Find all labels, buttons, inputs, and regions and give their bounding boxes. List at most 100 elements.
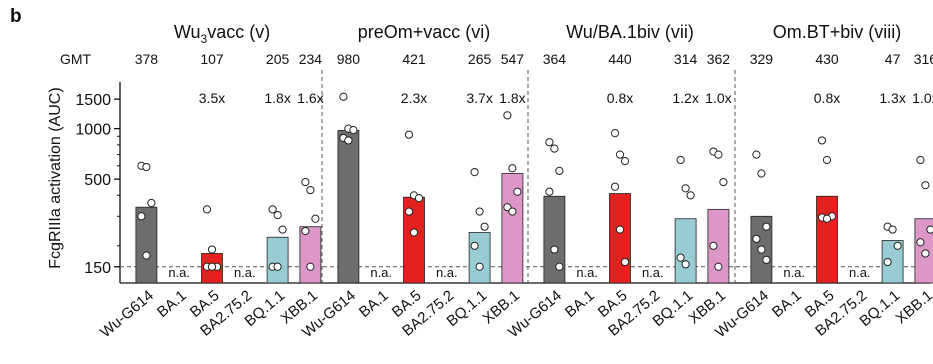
gmt-value: 378 xyxy=(135,51,159,67)
data-point xyxy=(752,150,761,159)
data-point xyxy=(676,155,685,165)
x-tick-label: BA.1 xyxy=(356,287,392,321)
gmt-value: 265 xyxy=(468,51,492,67)
fold-change: 0.8x xyxy=(814,90,840,106)
data-point xyxy=(610,182,620,191)
data-point xyxy=(888,225,897,234)
data-point xyxy=(620,257,630,267)
data-point xyxy=(470,241,479,250)
data-point xyxy=(719,177,728,187)
fold-change: 2.3x xyxy=(401,90,427,106)
data-point xyxy=(757,245,766,254)
data-point xyxy=(762,222,771,231)
data-point xyxy=(202,205,212,214)
data-point xyxy=(207,262,217,271)
data-point xyxy=(893,241,902,250)
y-axis-label: FcgRIIIa activation (AUC) xyxy=(47,87,64,268)
data-point xyxy=(926,225,933,234)
data-point xyxy=(273,262,282,271)
data-point xyxy=(545,187,554,196)
gmt-value: 314 xyxy=(674,51,698,67)
bar-ba5 xyxy=(609,193,631,284)
data-point xyxy=(147,198,156,208)
data-point xyxy=(268,205,277,214)
data-point xyxy=(503,203,512,212)
data-point xyxy=(278,225,287,234)
data-point xyxy=(339,92,348,101)
data-point xyxy=(620,157,630,166)
fold-change: 1.8x xyxy=(499,90,525,106)
group-title: Wu/BA.1biv (vii) xyxy=(566,22,694,42)
data-point xyxy=(686,191,695,200)
y-tick-label: 150 xyxy=(84,260,111,277)
gmt-value: 362 xyxy=(707,51,731,67)
gmt-value: 980 xyxy=(337,51,361,67)
data-point xyxy=(306,185,315,195)
na-label: n.a. xyxy=(576,265,598,280)
fold-change: 1.2x xyxy=(672,90,698,106)
data-point xyxy=(311,214,320,223)
fold-change: 3.7x xyxy=(466,90,492,106)
data-point xyxy=(349,125,358,135)
data-point xyxy=(615,225,625,234)
y-tick-label: 1500 xyxy=(75,92,111,109)
data-point xyxy=(142,162,151,172)
gmt-value: 107 xyxy=(200,51,224,67)
x-tick-label: BA.1 xyxy=(562,287,598,321)
data-point xyxy=(273,210,282,220)
data-point xyxy=(301,226,310,236)
fold-change: 1.8x xyxy=(264,90,290,106)
data-point xyxy=(550,144,559,153)
data-point xyxy=(916,238,925,247)
gmt-value: 47 xyxy=(885,51,901,67)
data-point xyxy=(306,262,315,271)
gmt-value: 364 xyxy=(543,51,567,67)
na-label: n.a. xyxy=(783,265,805,280)
group-title: Om.BT+biv (viii) xyxy=(773,22,902,42)
gmt-value: 547 xyxy=(501,51,525,67)
gmt-value: 316 xyxy=(914,51,933,67)
data-point xyxy=(409,228,419,237)
y-tick-label: 1000 xyxy=(75,122,111,139)
bar-bq11 xyxy=(266,236,289,284)
na-label: n.a. xyxy=(436,265,458,280)
data-point xyxy=(817,136,827,145)
na-label: n.a. xyxy=(234,265,256,280)
na-label: n.a. xyxy=(168,265,190,280)
data-point xyxy=(714,262,723,271)
y-tick-label: 500 xyxy=(84,172,111,189)
data-point xyxy=(508,207,517,216)
data-point xyxy=(475,262,484,271)
data-point xyxy=(681,184,690,193)
gmt-value: 421 xyxy=(402,51,426,67)
data-point xyxy=(508,164,517,173)
gmt-value: 205 xyxy=(266,51,290,67)
fold-change: 1.3x xyxy=(879,90,905,106)
data-point xyxy=(404,207,414,216)
data-point xyxy=(883,257,892,267)
bar-wu-g614 xyxy=(543,195,566,284)
data-point xyxy=(414,194,424,203)
gmt-value: 329 xyxy=(750,51,774,67)
data-point xyxy=(301,177,310,187)
data-point xyxy=(921,249,930,258)
data-point xyxy=(470,168,479,177)
data-point xyxy=(610,129,620,138)
group-title: Wu3vacc (v) xyxy=(174,22,270,46)
data-point xyxy=(207,245,217,254)
bar-bq11 xyxy=(468,232,491,284)
bar-ba5 xyxy=(816,195,838,284)
fold-change: 1.0x xyxy=(705,90,731,106)
na-label: n.a. xyxy=(849,265,871,280)
data-point xyxy=(555,262,564,271)
data-point xyxy=(480,222,489,231)
gmt-value: 234 xyxy=(299,51,323,67)
bar-xbb1 xyxy=(501,173,524,284)
gmt-value: 430 xyxy=(815,51,839,67)
bar-bq11 xyxy=(674,218,697,284)
plot-area: 150 500 1000 1500 GMT Wu3vacc (v) 378 107 205 234… xyxy=(60,22,933,341)
bar-wu-g614 xyxy=(337,130,360,284)
bar-bq11 xyxy=(881,240,904,284)
data-point xyxy=(344,136,353,145)
data-point xyxy=(681,260,690,269)
